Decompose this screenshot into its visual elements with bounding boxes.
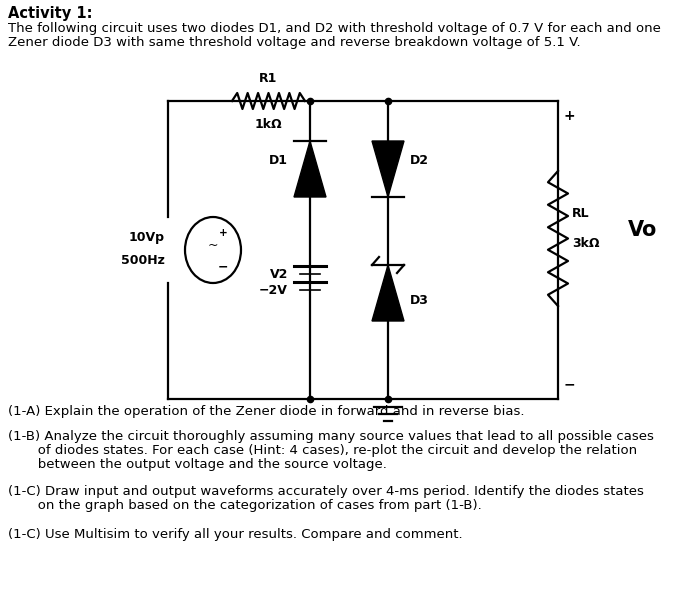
Text: D1: D1	[269, 154, 288, 168]
Text: +: +	[218, 228, 227, 238]
Text: ~: ~	[208, 239, 218, 251]
Text: −: −	[564, 377, 576, 391]
Text: RL: RL	[572, 207, 589, 220]
Text: The following circuit uses two diodes D1, and D2 with threshold voltage of 0.7 V: The following circuit uses two diodes D1…	[8, 22, 661, 35]
Text: 500Hz: 500Hz	[121, 254, 165, 266]
Text: of diodes states. For each case (Hint: 4 cases), re-plot the circuit and develop: of diodes states. For each case (Hint: 4…	[8, 444, 637, 457]
Text: (1-C) Draw input and output waveforms accurately over 4-ms period. Identify the : (1-C) Draw input and output waveforms ac…	[8, 485, 644, 498]
Text: 10Vp: 10Vp	[129, 231, 165, 245]
Text: on the graph based on the categorization of cases from part (1-B).: on the graph based on the categorization…	[8, 499, 482, 512]
Polygon shape	[372, 141, 404, 197]
Text: between the output voltage and the source voltage.: between the output voltage and the sourc…	[8, 458, 387, 471]
Text: V2: V2	[269, 267, 288, 281]
Text: −: −	[218, 260, 228, 273]
Text: (1-A) Explain the operation of the Zener diode in forward and in reverse bias.: (1-A) Explain the operation of the Zener…	[8, 405, 524, 418]
Polygon shape	[372, 265, 404, 321]
Text: Zener diode D3 with same threshold voltage and reverse breakdown voltage of 5.1 : Zener diode D3 with same threshold volta…	[8, 36, 580, 49]
Text: (1-B) Analyze the circuit thoroughly assuming many source values that lead to al: (1-B) Analyze the circuit thoroughly ass…	[8, 430, 654, 443]
Text: +: +	[564, 109, 576, 123]
Text: D2: D2	[410, 154, 429, 168]
Text: 1kΩ: 1kΩ	[255, 118, 283, 131]
Text: (1-C) Use Multisim to verify all your results. Compare and comment.: (1-C) Use Multisim to verify all your re…	[8, 528, 463, 541]
Text: Vo: Vo	[628, 221, 657, 240]
Text: D3: D3	[410, 294, 429, 308]
Text: −2V: −2V	[259, 284, 288, 296]
Text: R1: R1	[259, 72, 278, 85]
Text: Activity 1:: Activity 1:	[8, 6, 93, 21]
Text: 3kΩ: 3kΩ	[572, 237, 600, 250]
Polygon shape	[294, 141, 326, 197]
